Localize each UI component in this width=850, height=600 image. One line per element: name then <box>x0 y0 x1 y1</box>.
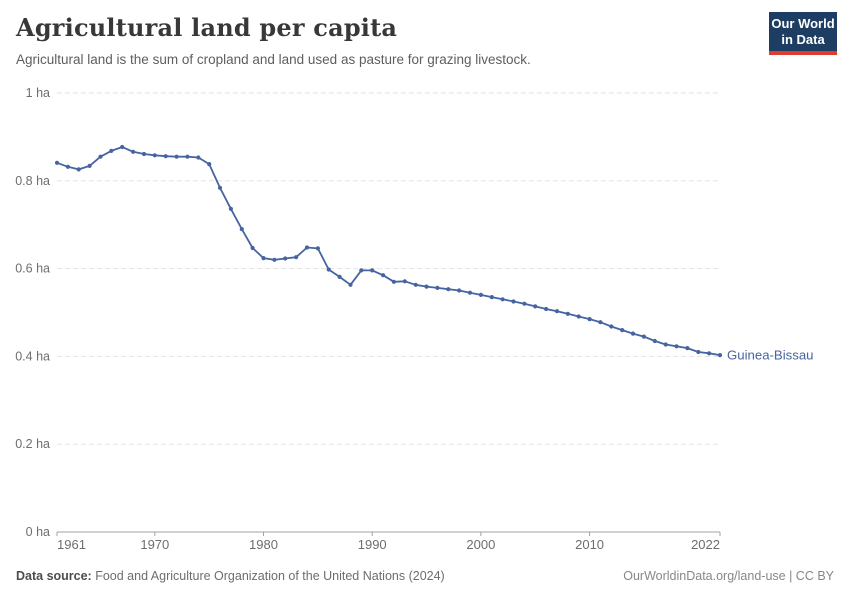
owid-logo-line2: in Data <box>781 31 825 47</box>
x-axis-tick-label: 2000 <box>466 537 495 552</box>
data-point[interactable] <box>402 279 407 284</box>
data-point[interactable] <box>163 154 168 159</box>
data-point[interactable] <box>467 290 473 295</box>
data-point[interactable] <box>652 338 657 344</box>
data-point[interactable] <box>207 162 212 167</box>
y-axis-tick-label: 1 ha <box>26 86 50 100</box>
data-point[interactable] <box>228 206 233 211</box>
data-point[interactable] <box>424 284 429 289</box>
x-axis-tick-label: 1961 <box>57 537 86 552</box>
data-point[interactable] <box>565 311 570 316</box>
data-point[interactable] <box>283 256 288 261</box>
data-point[interactable] <box>261 256 266 261</box>
y-axis-tick-label: 0.4 ha <box>15 349 50 363</box>
data-point[interactable] <box>522 301 527 306</box>
series-line[interactable] <box>56 146 721 356</box>
data-point[interactable] <box>326 267 331 272</box>
data-point[interactable] <box>217 185 223 190</box>
data-point[interactable] <box>717 353 723 358</box>
data-point[interactable] <box>533 304 538 309</box>
entity-label[interactable]: Guinea-Bissau <box>727 348 814 363</box>
data-point[interactable] <box>359 268 364 273</box>
data-point[interactable] <box>87 163 92 168</box>
data-point[interactable] <box>196 155 201 160</box>
data-point[interactable] <box>587 317 592 322</box>
data-point[interactable] <box>663 342 668 347</box>
data-point[interactable] <box>250 245 255 251</box>
data-point[interactable] <box>707 351 712 356</box>
data-point[interactable] <box>370 268 375 273</box>
data-point[interactable] <box>641 334 647 339</box>
data-point[interactable] <box>554 309 560 314</box>
data-point[interactable] <box>435 285 440 290</box>
data-point[interactable] <box>609 324 614 329</box>
data-point[interactable] <box>152 153 157 158</box>
data-point[interactable] <box>620 328 625 333</box>
chart-footer: Data source: Food and Agriculture Organi… <box>16 569 834 585</box>
data-point[interactable] <box>478 292 483 297</box>
data-point[interactable] <box>674 344 679 349</box>
data-point[interactable] <box>381 273 386 278</box>
data-point[interactable] <box>391 279 396 284</box>
data-point[interactable] <box>304 245 310 250</box>
data-point[interactable] <box>109 148 114 153</box>
data-point[interactable] <box>131 149 136 154</box>
data-source-text: Food and Agriculture Organization of the… <box>91 569 445 583</box>
data-point[interactable] <box>489 295 494 300</box>
data-source-label: Data source: <box>16 569 92 583</box>
chart-header: Agricultural land per capita Agricultura… <box>16 13 756 68</box>
data-point[interactable] <box>54 160 60 165</box>
y-axis-tick-label: 0.6 ha <box>15 262 50 276</box>
x-axis-tick-label: 1970 <box>140 537 169 552</box>
chart-subtitle: Agricultural land is the sum of cropland… <box>16 51 531 67</box>
data-point[interactable] <box>576 314 581 319</box>
data-point[interactable] <box>337 274 342 279</box>
data-point[interactable] <box>185 154 190 159</box>
data-point[interactable] <box>98 154 103 159</box>
data-point[interactable] <box>685 346 690 351</box>
data-point[interactable] <box>630 331 636 336</box>
data-point[interactable] <box>239 227 244 232</box>
owid-logo[interactable]: Our World in Data <box>769 12 837 55</box>
data-point[interactable] <box>598 320 603 325</box>
data-point[interactable] <box>315 246 320 251</box>
x-axis-tick-label: 1990 <box>358 537 387 552</box>
data-point[interactable] <box>348 282 353 287</box>
owid-url-license-link[interactable]: OurWorldinData.org/land-use | CC BY <box>623 569 834 583</box>
y-axis-tick-label: 0.8 ha <box>15 174 50 188</box>
data-point[interactable] <box>446 287 451 292</box>
data-point[interactable] <box>65 164 70 169</box>
data-point[interactable] <box>457 288 462 293</box>
y-axis-tick-label: 0.2 ha <box>15 437 50 451</box>
x-axis-tick-label: 2022 <box>691 537 720 552</box>
data-point[interactable] <box>120 144 125 150</box>
data-point[interactable] <box>294 255 299 260</box>
data-point[interactable] <box>272 257 277 262</box>
data-point[interactable] <box>413 282 418 287</box>
x-axis-tick-label: 1980 <box>249 537 278 552</box>
data-point[interactable] <box>76 167 81 172</box>
data-point[interactable] <box>544 306 549 312</box>
x-axis-tick-label: 2010 <box>575 537 604 552</box>
y-axis-tick-label: 0 ha <box>26 525 50 539</box>
data-point[interactable] <box>500 297 505 302</box>
data-point[interactable] <box>174 154 179 159</box>
data-point[interactable] <box>696 349 701 355</box>
data-point[interactable] <box>511 299 516 304</box>
page-title: Agricultural land per capita <box>16 13 398 42</box>
owid-logo-line1: Our World <box>771 16 835 31</box>
data-source-note: Data source: Food and Agriculture Organi… <box>16 569 445 585</box>
data-point[interactable] <box>141 151 147 157</box>
